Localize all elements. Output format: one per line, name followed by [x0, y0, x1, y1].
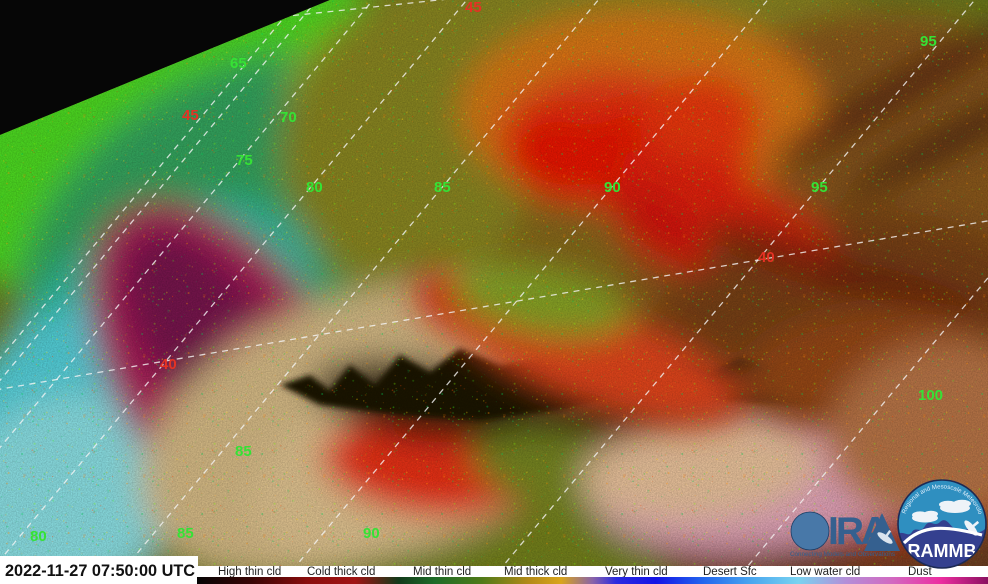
- svg-text:Mid thick cld: Mid thick cld: [504, 566, 567, 578]
- svg-text:80: 80: [30, 528, 47, 545]
- svg-text:Connecting Models and Observat: Connecting Models and Observations: [790, 551, 895, 558]
- svg-text:40: 40: [160, 356, 177, 373]
- svg-text:80: 80: [306, 179, 323, 196]
- svg-text:Mid thin cld: Mid thin cld: [413, 566, 471, 578]
- svg-text:75: 75: [236, 152, 253, 169]
- svg-text:High thin cld: High thin cld: [218, 566, 281, 578]
- svg-text:Low water cld: Low water cld: [790, 566, 860, 578]
- svg-text:85: 85: [177, 525, 194, 542]
- svg-text:90: 90: [363, 525, 380, 542]
- svg-text:2022-11-27 07:50:00 UTC: 2022-11-27 07:50:00 UTC: [5, 562, 195, 580]
- svg-text:100: 100: [918, 387, 943, 404]
- svg-text:85: 85: [235, 443, 252, 460]
- svg-text:85: 85: [434, 179, 451, 196]
- svg-text:40: 40: [758, 249, 775, 266]
- svg-text:RAMMB: RAMMB: [908, 541, 977, 561]
- svg-text:45: 45: [465, 0, 482, 16]
- svg-text:65: 65: [230, 55, 247, 72]
- svg-text:95: 95: [811, 179, 828, 196]
- svg-text:45: 45: [182, 107, 199, 124]
- svg-text:95: 95: [920, 33, 937, 50]
- svg-text:Dust: Dust: [908, 566, 932, 578]
- svg-text:70: 70: [280, 109, 297, 126]
- svg-text:Very thin cld: Very thin cld: [605, 566, 668, 578]
- svg-text:Desert Sfc: Desert Sfc: [703, 566, 757, 578]
- svg-text:Cold thick cld: Cold thick cld: [307, 566, 375, 578]
- svg-text:90: 90: [604, 179, 621, 196]
